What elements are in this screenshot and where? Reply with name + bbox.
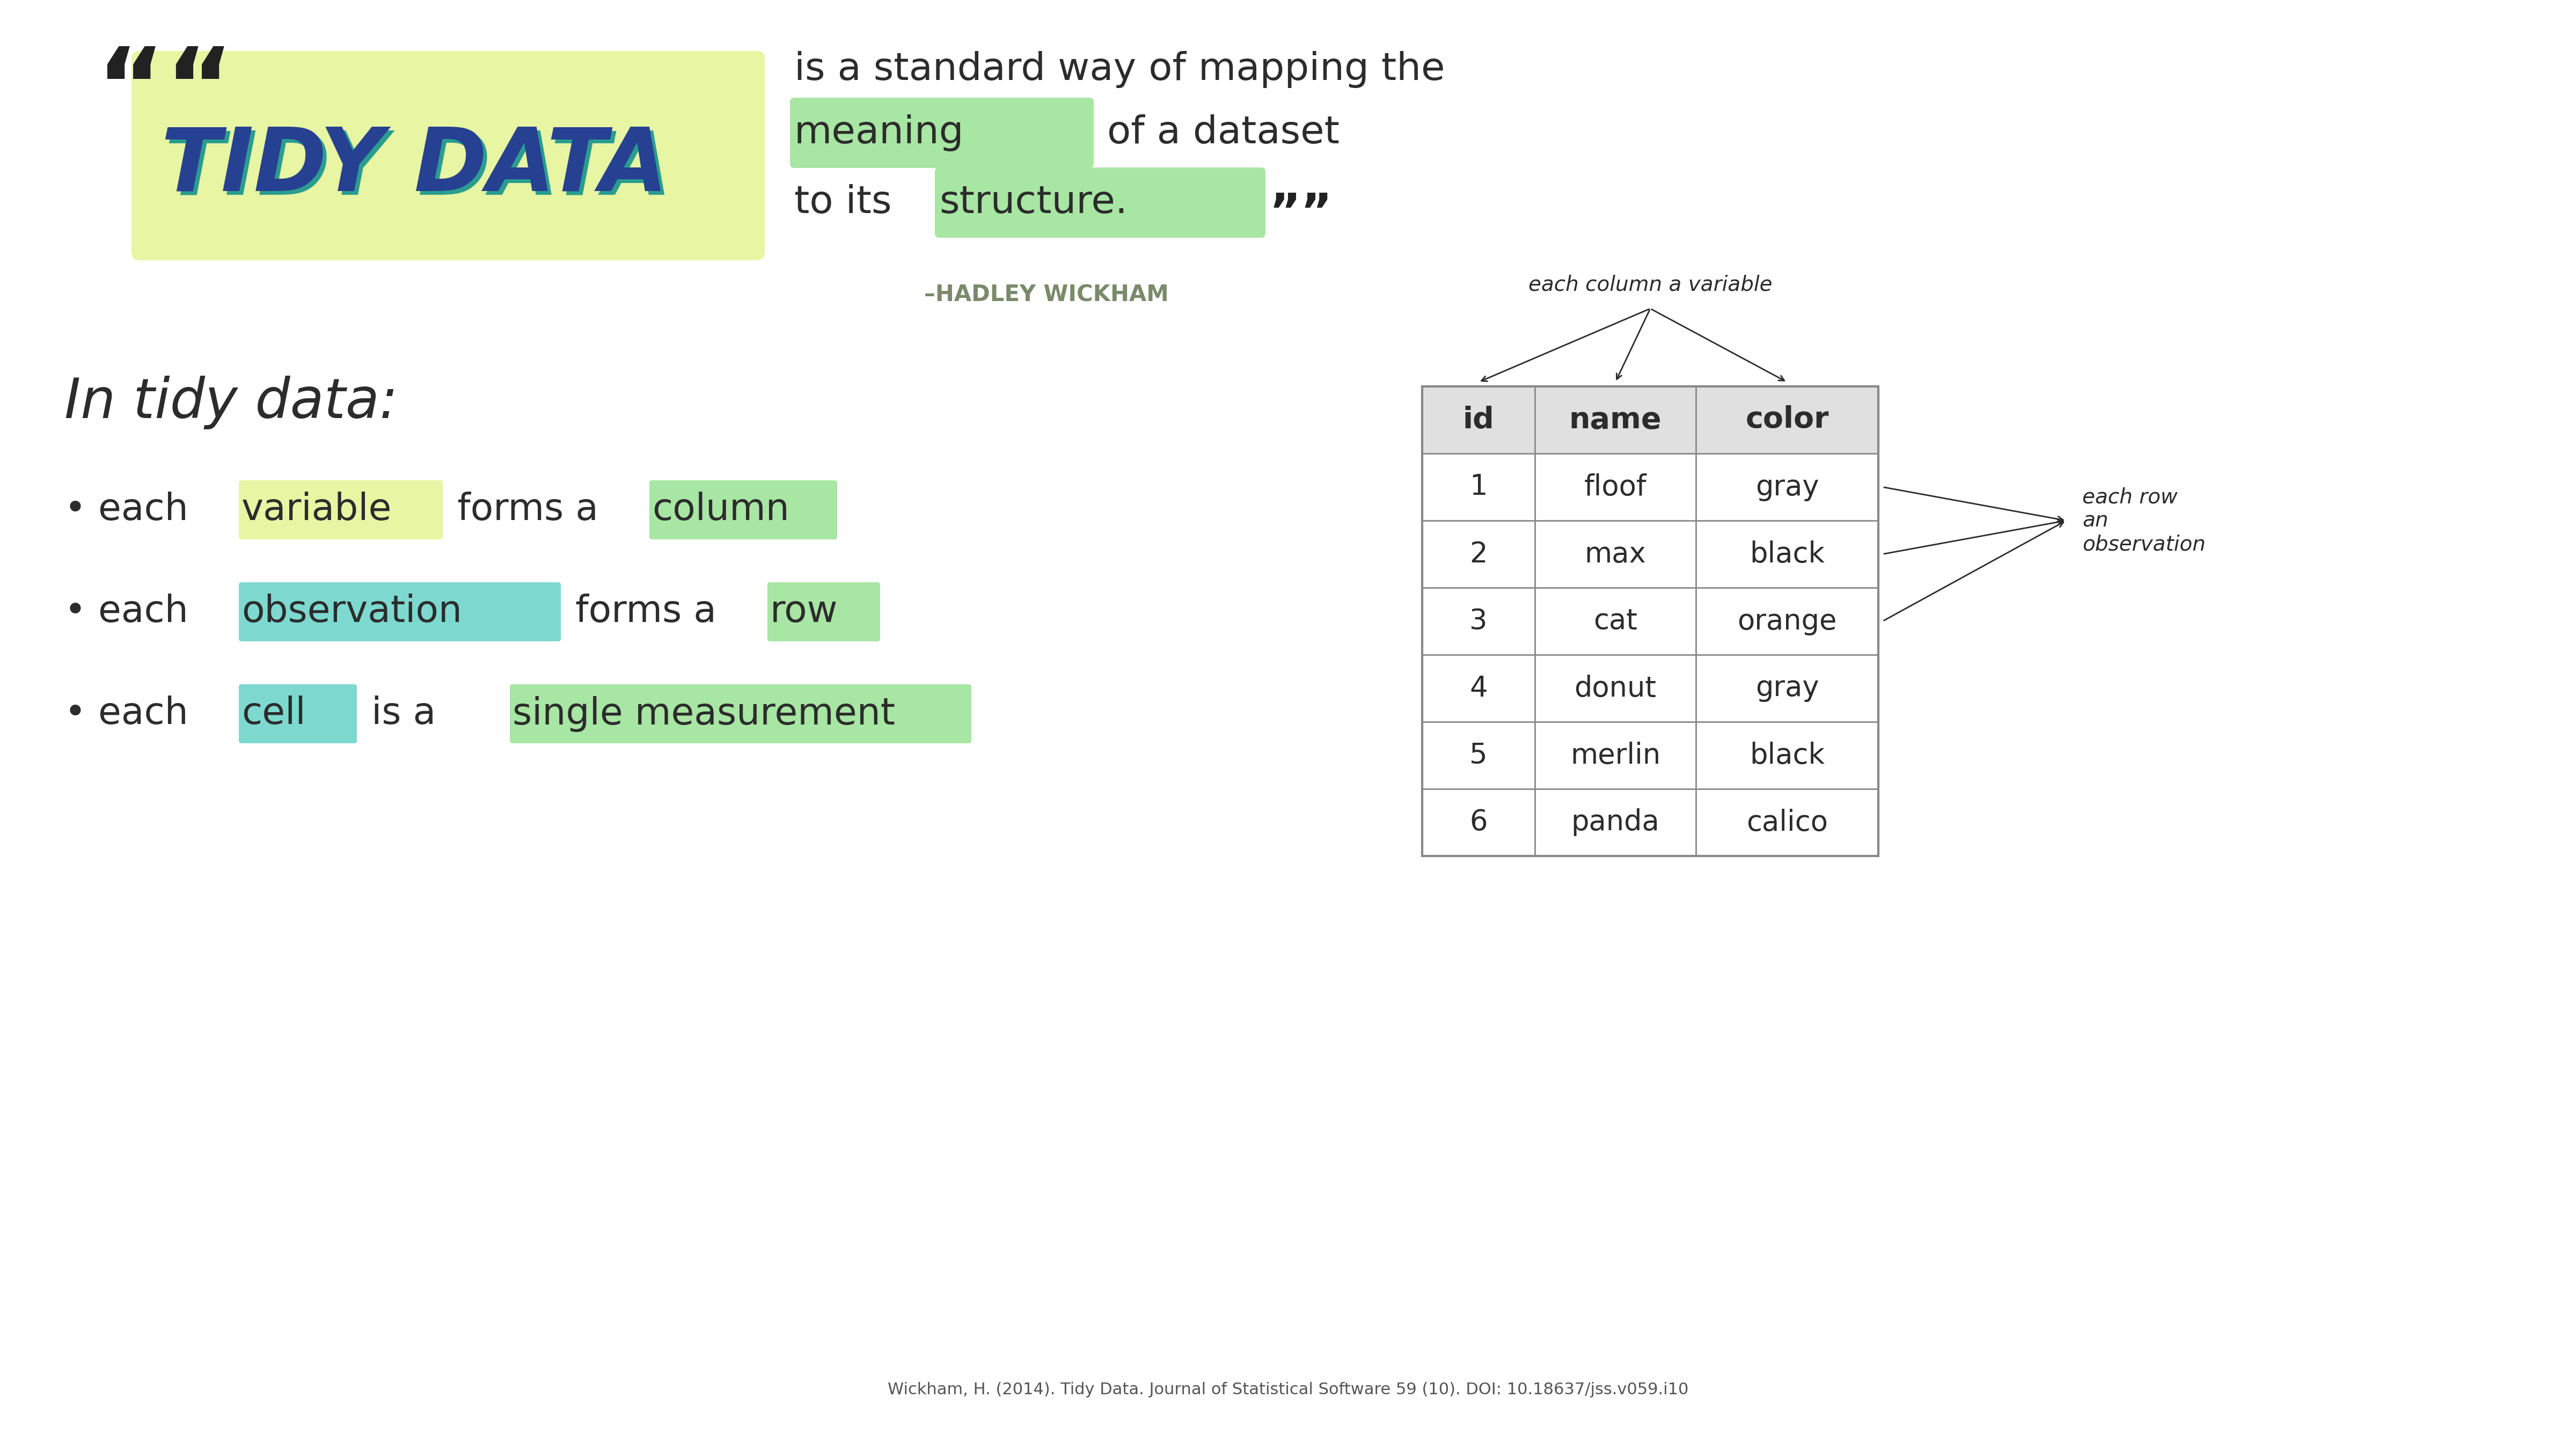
FancyBboxPatch shape xyxy=(131,51,765,261)
Text: In tidy data:: In tidy data: xyxy=(64,375,397,429)
FancyBboxPatch shape xyxy=(240,480,443,539)
Text: name: name xyxy=(1569,406,1662,435)
Text: donut: donut xyxy=(1574,674,1656,703)
Text: Wickham, H. (2014). Tidy Data. Journal of Statistical Software 59 (10). DOI: 10.: Wickham, H. (2014). Tidy Data. Journal o… xyxy=(889,1382,1687,1398)
Text: TIDY DATA: TIDY DATA xyxy=(165,128,672,213)
Text: 1: 1 xyxy=(1468,472,1486,501)
Text: panda: panda xyxy=(1571,809,1659,836)
Text: single measurement: single measurement xyxy=(513,696,896,732)
FancyBboxPatch shape xyxy=(240,684,358,743)
Text: forms a: forms a xyxy=(564,594,729,630)
FancyBboxPatch shape xyxy=(791,97,1095,168)
Text: structure.: structure. xyxy=(940,184,1128,222)
Text: • each: • each xyxy=(64,491,201,527)
Text: column: column xyxy=(652,491,788,527)
Text: is a standard way of mapping the: is a standard way of mapping the xyxy=(793,51,1445,88)
Text: ““: ““ xyxy=(98,43,234,143)
Text: 2: 2 xyxy=(1468,540,1486,568)
Text: • each: • each xyxy=(64,696,201,732)
Text: black: black xyxy=(1749,540,1824,568)
FancyBboxPatch shape xyxy=(1422,387,1878,454)
FancyBboxPatch shape xyxy=(768,582,881,642)
Text: row: row xyxy=(770,594,837,630)
Text: ””: ”” xyxy=(1270,191,1332,238)
Text: black: black xyxy=(1749,742,1824,769)
Text: 6: 6 xyxy=(1468,809,1486,836)
Text: 3: 3 xyxy=(1468,607,1486,635)
Text: meaning: meaning xyxy=(793,114,963,152)
Text: –HADLEY WICKHAM: –HADLEY WICKHAM xyxy=(925,284,1170,306)
Text: cat: cat xyxy=(1595,607,1638,635)
Text: 4: 4 xyxy=(1468,674,1486,703)
Text: 5: 5 xyxy=(1468,742,1486,769)
Text: each row
an
observation: each row an observation xyxy=(2081,487,2205,555)
Text: of a dataset: of a dataset xyxy=(1095,114,1340,152)
FancyBboxPatch shape xyxy=(240,582,562,642)
Text: forms a: forms a xyxy=(446,491,611,527)
FancyBboxPatch shape xyxy=(510,684,971,743)
Text: is a: is a xyxy=(361,696,448,732)
Text: cell: cell xyxy=(242,696,307,732)
Text: gray: gray xyxy=(1754,472,1819,501)
FancyBboxPatch shape xyxy=(649,480,837,539)
Text: floof: floof xyxy=(1584,472,1646,501)
Text: merlin: merlin xyxy=(1571,742,1662,769)
Text: calico: calico xyxy=(1747,809,1829,836)
Text: max: max xyxy=(1584,540,1646,568)
FancyBboxPatch shape xyxy=(935,168,1265,238)
Text: gray: gray xyxy=(1754,674,1819,703)
Text: • each: • each xyxy=(64,594,201,630)
Text: to its: to its xyxy=(793,184,904,222)
Text: id: id xyxy=(1463,406,1494,435)
Text: TIDY DATA: TIDY DATA xyxy=(160,123,667,209)
Text: observation: observation xyxy=(242,594,461,630)
Text: variable: variable xyxy=(242,491,392,527)
Text: color: color xyxy=(1747,406,1829,435)
Text: each column a variable: each column a variable xyxy=(1528,274,1772,294)
Text: orange: orange xyxy=(1736,607,1837,635)
FancyBboxPatch shape xyxy=(1422,387,1878,856)
